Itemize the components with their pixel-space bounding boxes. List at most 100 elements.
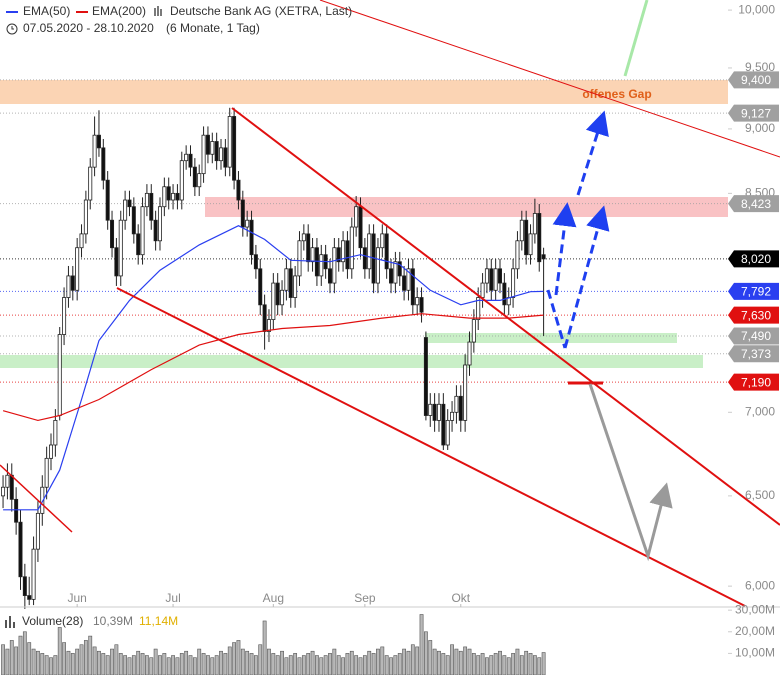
- candle-body: [519, 219, 524, 242]
- price-label: 7,630: [741, 308, 771, 322]
- volume-bar: [498, 650, 502, 676]
- volume-bar: [454, 648, 459, 676]
- candle-body: [70, 275, 75, 291]
- candle-body: [297, 240, 302, 277]
- candle-body: [262, 304, 267, 332]
- volume-bar: [354, 655, 359, 676]
- volume-bar: [376, 648, 380, 676]
- candle-body: [105, 179, 110, 221]
- candle-body: [436, 403, 441, 421]
- icon: [5, 616, 15, 628]
- candle-body: [354, 206, 359, 228]
- legend-entry: EMA(50): [23, 4, 70, 18]
- price-box: [728, 282, 779, 300]
- volume-bar: [118, 653, 123, 676]
- candle-body: [44, 457, 49, 488]
- candle-body: [511, 268, 516, 298]
- candle-body: [144, 192, 149, 208]
- candle-body: [458, 395, 463, 421]
- candle-body: [293, 275, 298, 298]
- volume-bar: [83, 640, 88, 676]
- volume-bar: [532, 655, 537, 676]
- candle-body: [88, 166, 93, 201]
- candle-body: [362, 247, 367, 270]
- candle-body: [210, 141, 215, 155]
- y-tick-label: 10,000: [738, 2, 775, 16]
- ema-line: [2, 313, 544, 422]
- volume-bar: [345, 653, 350, 676]
- volume-legend: Volume(28): [22, 614, 83, 628]
- volume-bar: [341, 657, 345, 676]
- trend-line: [319, 0, 780, 158]
- candle-body: [288, 268, 293, 298]
- volume-bar: [315, 655, 319, 676]
- candle-body: [275, 282, 280, 306]
- ema-line: [3, 225, 544, 511]
- candle-body: [245, 219, 250, 228]
- price-label: 8,423: [741, 197, 771, 211]
- legend-entry: EMA(200): [92, 4, 146, 18]
- volume-bar: [40, 653, 45, 676]
- volume-bar: [175, 657, 180, 676]
- candle-body: [66, 275, 71, 298]
- candle-body: [484, 268, 489, 284]
- support-zone: [0, 355, 703, 368]
- volume-bar: [253, 655, 258, 676]
- candle-body: [358, 206, 363, 249]
- plot: [1, 107, 546, 609]
- volume-bar: [153, 648, 158, 676]
- volume-bar: [53, 655, 58, 676]
- volume-bar: [105, 655, 110, 676]
- volume-bar: [349, 650, 354, 676]
- resistance-zone: [205, 197, 728, 217]
- x-tick-label: Aug: [263, 591, 284, 605]
- volume-bar: [92, 646, 97, 676]
- volume-tick-label: 20,00M: [735, 624, 775, 638]
- candle-body: [271, 282, 276, 320]
- volume-bar: [49, 657, 53, 676]
- volume-bar: [271, 653, 276, 676]
- price-label: 8,020: [741, 252, 771, 266]
- volume-bar: [227, 646, 232, 676]
- candle-body: [1, 486, 6, 497]
- x-tick-label: Sep: [354, 591, 376, 605]
- price-label: 9,127: [741, 106, 771, 120]
- icon: [11, 26, 14, 30]
- drawings: [0, 0, 780, 607]
- volume-bar: [1, 644, 5, 676]
- volume-bar: [410, 644, 415, 676]
- candle-body: [110, 219, 115, 249]
- volume-bar: [297, 657, 302, 676]
- volume-bar: [179, 653, 184, 676]
- volume-bar: [110, 648, 114, 676]
- candle-body: [524, 219, 529, 256]
- candle-body: [367, 233, 372, 270]
- volume-bar: [123, 655, 128, 676]
- price-label: 7,792: [741, 285, 771, 299]
- price-box: [728, 71, 779, 89]
- volume-bar: [184, 650, 189, 676]
- volume-bar: [402, 648, 407, 676]
- price-box: [728, 306, 779, 324]
- icon: [6, 23, 18, 35]
- candle-body: [227, 116, 232, 168]
- volume-bar: [214, 655, 219, 676]
- candle-body: [223, 147, 228, 168]
- volume-bar: [131, 655, 136, 676]
- candle-body: [341, 240, 346, 263]
- volume-bar: [31, 648, 36, 676]
- volume-bar: [424, 631, 428, 676]
- candle-body: [57, 334, 62, 416]
- volume-bar: [524, 650, 529, 676]
- candle-body: [14, 498, 19, 523]
- volume-bar: [393, 655, 398, 676]
- y-tick-label: 9,500: [745, 60, 775, 74]
- candle-body: [480, 282, 485, 298]
- candle-body: [22, 576, 27, 596]
- volume-bar: [506, 657, 511, 676]
- volume-bar: [149, 657, 154, 676]
- zones: offenes Gap: [0, 80, 728, 368]
- y-tick-label: 9,000: [745, 121, 775, 135]
- volume-bar: [511, 653, 515, 676]
- volume-bar: [380, 646, 385, 676]
